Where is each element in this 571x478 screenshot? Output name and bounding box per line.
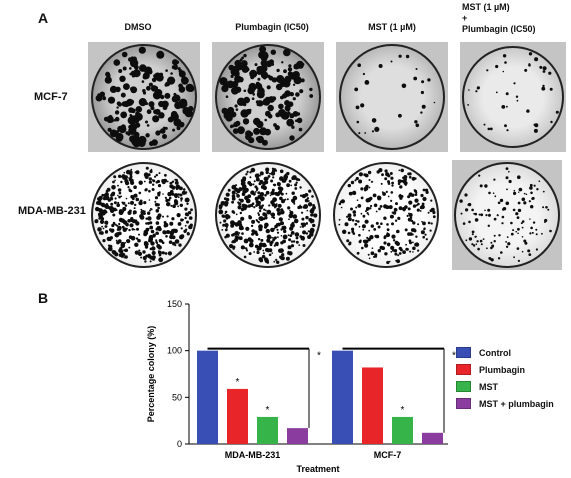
- legend-label: MST: [479, 381, 498, 392]
- legend-item-mst-plumbagin: MST + plumbagin: [456, 395, 554, 412]
- column-header-mst-plumbagin: MST (1 µM) + Plumbagin (IC50): [462, 2, 562, 35]
- plate-mda-mst-plumbagin: [452, 160, 562, 270]
- bar-plumbagin-1: [362, 367, 383, 444]
- column-header-text: MST (1 µM): [368, 22, 416, 32]
- panel-b-label: B: [38, 290, 49, 306]
- bar-control-1: [332, 350, 353, 444]
- legend-swatch: [456, 398, 471, 409]
- legend-label: MST + plumbagin: [479, 398, 554, 409]
- column-header-plumbagin: Plumbagin (IC50): [222, 22, 322, 33]
- legend-swatch: [456, 347, 471, 358]
- column-header-text: +: [462, 13, 468, 23]
- plate-mcf7-dmso: [88, 42, 200, 152]
- legend-item-mst: MST: [456, 378, 554, 395]
- y-tick-label: 100: [167, 346, 182, 356]
- chart-legend: Control Plumbagin MST MST + plumbagin: [456, 344, 554, 412]
- significance-asterisk: *: [452, 351, 456, 362]
- row-label-mda-mb-231: MDA-MB-231: [18, 205, 86, 217]
- y-tick-label: 150: [167, 299, 182, 309]
- legend-swatch: [456, 364, 471, 375]
- plate-mda-dmso: [88, 160, 200, 270]
- panel-a-label: A: [38, 10, 49, 26]
- plate-mcf7-mst: [336, 42, 448, 152]
- bar-mst-1: [392, 416, 413, 444]
- y-tick-label: 0: [177, 439, 182, 449]
- legend-label: Plumbagin: [479, 364, 526, 375]
- column-header-mst: MST (1 µM): [352, 22, 432, 33]
- plate-mda-plumbagin: [212, 160, 324, 270]
- bar-mst-0: [257, 416, 278, 444]
- significance-asterisk: *: [401, 405, 405, 416]
- legend-swatch: [456, 381, 471, 392]
- significance-asterisk: *: [317, 351, 321, 362]
- legend-label: Control: [479, 347, 511, 358]
- plate-mcf7-plumbagin: [212, 42, 324, 152]
- significance-asterisk: *: [266, 405, 270, 416]
- plate-mcf7-mst-plumbagin: [460, 42, 566, 152]
- bar-mst-plumbagin-1: [422, 432, 443, 444]
- plate-mda-mst: [330, 160, 442, 270]
- x-tick-label: MCF-7: [374, 450, 402, 460]
- x-axis-label: Treatment: [296, 464, 339, 474]
- column-header-text: Plumbagin (IC50): [462, 24, 536, 34]
- legend-item-plumbagin: Plumbagin: [456, 361, 554, 378]
- significance-asterisk: *: [236, 377, 240, 388]
- column-header-text: MST (1 µM): [462, 2, 510, 12]
- x-tick-label: MDA-MB-231: [225, 450, 281, 460]
- bar-control-0: [197, 350, 218, 444]
- column-header-text: DMSO: [124, 22, 152, 32]
- y-tick-label: 50: [172, 392, 182, 402]
- row-label-mcf7: MCF-7: [34, 91, 68, 103]
- y-axis-label: Percentage colony (%): [146, 326, 156, 423]
- bar-mst-plumbagin-0: [287, 428, 308, 444]
- column-header-dmso: DMSO: [108, 22, 168, 33]
- column-header-text: Plumbagin (IC50): [235, 22, 309, 32]
- bar-plumbagin-0: [227, 388, 248, 444]
- legend-item-control: Control: [456, 344, 554, 361]
